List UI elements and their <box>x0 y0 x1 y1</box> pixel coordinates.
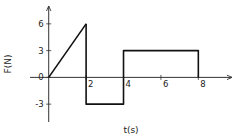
y-tick-label: 6 <box>38 19 43 29</box>
y-axis-line <box>48 6 49 122</box>
force-line <box>86 24 123 104</box>
x-tick <box>160 75 161 80</box>
force-line <box>49 24 86 78</box>
y-tick-label: 3 <box>38 46 43 56</box>
force-line <box>124 51 199 78</box>
plot-area <box>49 24 199 104</box>
x-tick-label: 4 <box>126 79 131 89</box>
y-tick <box>46 50 51 51</box>
y-tick <box>46 23 51 24</box>
x-tick-label: 8 <box>200 79 205 89</box>
y-tick-label: 0 <box>38 72 43 82</box>
x-tick-label: 6 <box>163 79 168 89</box>
y-tick-label: -3 <box>35 99 43 109</box>
x-tick-label: 2 <box>88 79 93 89</box>
x-axis-line <box>30 77 232 78</box>
chart: 2 4 6 8 -3 0 3 6 t(s) F(N) <box>0 0 240 137</box>
y-tick <box>46 104 51 105</box>
y-axis-label: F(N) <box>3 55 13 74</box>
x-axis-label: t(s) <box>123 125 138 135</box>
